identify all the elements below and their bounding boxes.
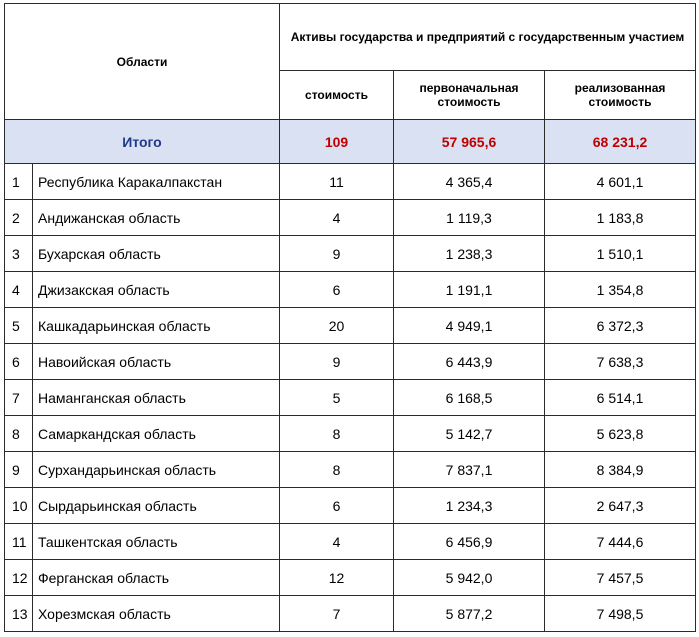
row-index: 4 xyxy=(4,271,33,308)
initial-cost-cell: 1 238,3 xyxy=(393,235,545,272)
table-row: 1 Республика Каракалпакстан 11 4 365,4 4 601… xyxy=(4,163,696,200)
row-index: 13 xyxy=(4,595,33,632)
realized-cost-cell: 2 647,3 xyxy=(544,487,696,524)
initial-cost-cell: 4 949,1 xyxy=(393,307,545,344)
assets-group-header: Активы государства и предприятий с госуд… xyxy=(279,3,696,71)
region-name: Самаркандская область xyxy=(32,415,280,452)
initial-cost-cell: 6 168,5 xyxy=(393,379,545,416)
table-row: 4 Джизакская область 6 1 191,1 1 354,8 xyxy=(4,271,696,308)
count-cell: 9 xyxy=(279,343,394,380)
row-index: 12 xyxy=(4,559,33,596)
realized-cost-cell: 1 510,1 xyxy=(544,235,696,272)
table-row: 9 Сурхандарьинская область 8 7 837,1 8 384,9 xyxy=(4,451,696,488)
table-row: 7 Наманганская область 5 6 168,5 6 514,1 xyxy=(4,379,696,416)
initial-cost-cell: 5 942,0 xyxy=(393,559,545,596)
total-initial-cost: 57 965,6 xyxy=(393,119,545,164)
row-index: 10 xyxy=(4,487,33,524)
table-row: 8 Самаркандская область 8 5 142,7 5 623,8 xyxy=(4,415,696,452)
count-cell: 6 xyxy=(279,271,394,308)
initial-cost-cell: 5 877,2 xyxy=(393,595,545,632)
table-row: 10 Сырдарьинская область 6 1 234,3 2 647,3 xyxy=(4,487,696,524)
total-realized-cost: 68 231,2 xyxy=(544,119,696,164)
header-row-top: Области Активы государства и предприятий… xyxy=(4,3,696,120)
initial-cost-cell: 1 234,3 xyxy=(393,487,545,524)
row-index: 2 xyxy=(4,199,33,236)
realized-cost-cell: 1 183,8 xyxy=(544,199,696,236)
realized-cost-cell: 1 354,8 xyxy=(544,271,696,308)
count-cell: 8 xyxy=(279,415,394,452)
table-row: 12 Ферганская область 12 5 942,0 7 457,5 xyxy=(4,559,696,596)
realized-cost-cell: 7 444,6 xyxy=(544,523,696,560)
realized-cost-cell: 6 372,3 xyxy=(544,307,696,344)
initial-cost-cell: 1 191,1 xyxy=(393,271,545,308)
count-cell: 7 xyxy=(279,595,394,632)
count-cell: 11 xyxy=(279,163,394,200)
row-index: 3 xyxy=(4,235,33,272)
row-index: 1 xyxy=(4,163,33,200)
table-row: 3 Бухарская область 9 1 238,3 1 510,1 xyxy=(4,235,696,272)
count-cell: 9 xyxy=(279,235,394,272)
count-cell: 8 xyxy=(279,451,394,488)
realized-cost-cell: 6 514,1 xyxy=(544,379,696,416)
realized-cost-cell: 7 638,3 xyxy=(544,343,696,380)
region-name: Сырдарьинская область xyxy=(32,487,280,524)
region-name: Навоийская область xyxy=(32,343,280,380)
table-row: 5 Кашкадарьинская область 20 4 949,1 6 372,3 xyxy=(4,307,696,344)
count-column-header: стоимость xyxy=(279,70,394,120)
table-row: 11 Ташкентская область 4 6 456,9 7 444,6 xyxy=(4,523,696,560)
region-name: Наманганская область xyxy=(32,379,280,416)
region-name: Ферганская область xyxy=(32,559,280,596)
region-name: Сурхандарьинская область xyxy=(32,451,280,488)
row-index: 7 xyxy=(4,379,33,416)
initial-cost-cell: 6 443,9 xyxy=(393,343,545,380)
table-row: 2 Андижанская область 4 1 119,3 1 183,8 xyxy=(4,199,696,236)
row-index: 8 xyxy=(4,415,33,452)
region-name: Республика Каракалпакстан xyxy=(32,163,280,200)
region-name: Андижанская область xyxy=(32,199,280,236)
row-index: 11 xyxy=(4,523,33,560)
total-count: 109 xyxy=(279,119,394,164)
count-cell: 4 xyxy=(279,523,394,560)
count-cell: 6 xyxy=(279,487,394,524)
header-row-bottom: стоимость первоначальная стоимость реали… xyxy=(5,70,696,120)
assets-table: Области Активы государства и предприятий… xyxy=(4,3,696,632)
realized-cost-cell: 5 623,8 xyxy=(544,415,696,452)
region-name: Джизакская область xyxy=(32,271,280,308)
initial-cost-cell: 1 119,3 xyxy=(393,199,545,236)
count-cell: 12 xyxy=(279,559,394,596)
row-index: 6 xyxy=(4,343,33,380)
realized-cost-cell: 4 601,1 xyxy=(544,163,696,200)
count-cell: 20 xyxy=(279,307,394,344)
realized-cost-cell: 7 498,5 xyxy=(544,595,696,632)
region-name: Ташкентская область xyxy=(32,523,280,560)
table-row: 13 Хорезмская область 7 5 877,2 7 498,5 xyxy=(4,595,696,632)
count-cell: 5 xyxy=(279,379,394,416)
realized-cost-cell: 7 457,5 xyxy=(544,559,696,596)
initial-cost-cell: 5 142,7 xyxy=(393,415,545,452)
initial-cost-cell: 7 837,1 xyxy=(393,451,545,488)
row-index: 9 xyxy=(4,451,33,488)
total-label: Итого xyxy=(4,119,280,164)
count-cell: 4 xyxy=(279,199,394,236)
initial-cost-cell: 6 456,9 xyxy=(393,523,545,560)
row-index: 5 xyxy=(4,307,33,344)
realized-cost-cell: 8 384,9 xyxy=(544,451,696,488)
total-row: Итого 109 57 965,6 68 231,2 xyxy=(4,119,696,164)
region-name: Хорезмская область xyxy=(32,595,280,632)
realized-cost-column-header: реализованная стоимость xyxy=(544,70,696,120)
table-row: 6 Навоийская область 9 6 443,9 7 638,3 xyxy=(4,343,696,380)
initial-cost-cell: 4 365,4 xyxy=(393,163,545,200)
region-name: Бухарская область xyxy=(32,235,280,272)
initial-cost-column-header: первоначальная стоимость xyxy=(393,70,545,120)
region-name: Кашкадарьинская область xyxy=(32,307,280,344)
regions-header: Области xyxy=(4,3,280,120)
